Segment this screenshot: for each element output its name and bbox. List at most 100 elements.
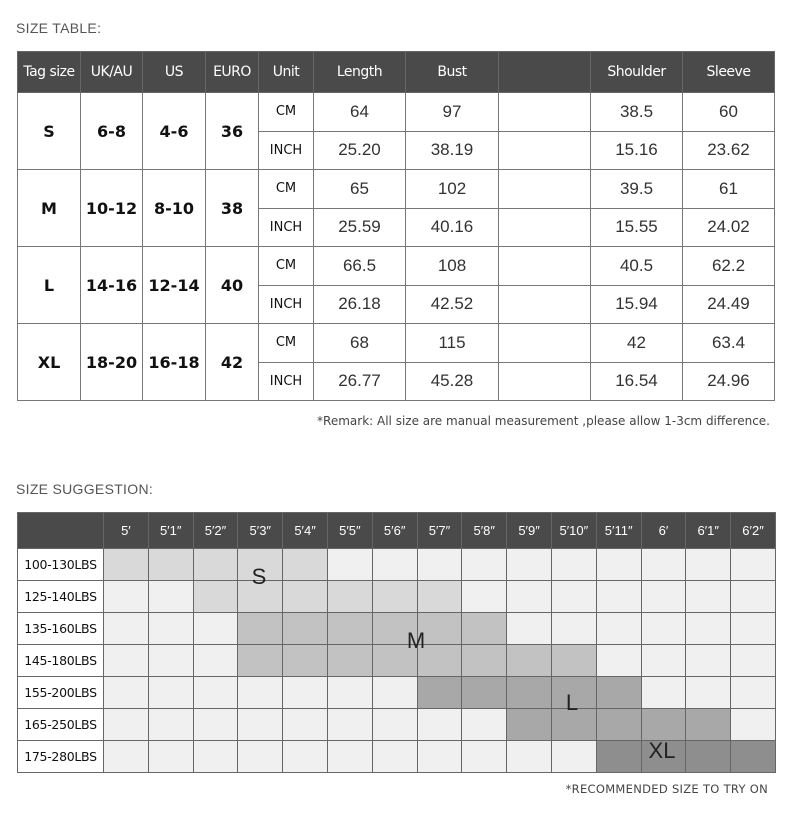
size-cell	[506, 612, 552, 645]
size-cell	[103, 548, 149, 581]
size-cell	[326, 708, 373, 741]
size-cell	[237, 740, 284, 773]
measurement-cell: 102	[405, 169, 499, 209]
column-header: Tag size	[17, 51, 81, 93]
column-header: EURO	[205, 51, 259, 93]
measurement-cell: 63.4	[682, 323, 775, 363]
measurement-cell: 40.16	[405, 207, 499, 247]
size-cell	[371, 740, 418, 773]
size-label-xl: XL	[648, 738, 676, 763]
measurement-cell	[498, 92, 591, 132]
measurement-cell: 97	[405, 92, 499, 132]
height-header: 5′5″	[326, 512, 373, 549]
size-cell	[461, 644, 508, 677]
measurement-cell: 24.96	[682, 361, 775, 401]
height-header: 5′9″	[506, 512, 552, 549]
unit-cell: INCH	[258, 207, 314, 247]
height-header: 5′8″	[461, 512, 508, 549]
measurement-cell: 25.20	[313, 130, 406, 170]
size-cell	[730, 548, 776, 581]
tag-size-cell: M	[17, 169, 81, 247]
column-header: UK/AU	[80, 51, 143, 93]
size-cell	[461, 740, 508, 773]
height-header: 5′6″	[371, 512, 418, 549]
height-header: 5′7″	[416, 512, 463, 549]
table-row: L 14-16 12-14 40 CM 66.5 108 40.5 62.2	[17, 246, 775, 324]
size-cell	[550, 740, 597, 773]
size-cell	[416, 740, 463, 773]
measurement-cell: 15.55	[590, 207, 683, 247]
size-cell	[282, 580, 328, 613]
weight-label: 175-280LBS	[17, 740, 104, 773]
euro-cell: 38	[205, 169, 259, 247]
size-cell	[192, 708, 239, 741]
size-cell	[506, 740, 552, 773]
size-cell	[685, 708, 732, 741]
size-cell	[685, 644, 732, 677]
size-cell	[640, 580, 687, 613]
measurement-cell: 15.16	[590, 130, 683, 170]
unit-cell: INCH	[258, 284, 314, 324]
measurement-cell	[498, 284, 591, 324]
size-cell	[103, 612, 149, 645]
size-cell	[282, 644, 328, 677]
column-header: Shoulder	[590, 51, 683, 93]
size-cell	[595, 612, 642, 645]
measurement-cell: 16.54	[590, 361, 683, 401]
measurement-cell: 68	[313, 323, 406, 363]
size-cell	[685, 740, 732, 773]
size-cell	[326, 612, 373, 645]
size-cell	[192, 612, 239, 645]
column-header: Unit	[258, 51, 314, 93]
column-header	[498, 51, 591, 93]
measurement-cell: 38.19	[405, 130, 499, 170]
size-suggestion-table: 5′ 5′1″ 5′2″ 5′3″ 5′4″ 5′5″ 5′6″ 5′7″ 5′8″ 5′9″ 5′…	[17, 512, 776, 773]
size-cell	[192, 548, 239, 581]
measurement-cell: 23.62	[682, 130, 775, 170]
weight-label: 125-140LBS	[17, 580, 104, 613]
size-cell	[237, 548, 284, 581]
size-cell	[550, 612, 597, 645]
size-cell	[640, 612, 687, 645]
table-row: 145-180LBS	[17, 644, 776, 677]
size-cell	[595, 740, 642, 773]
height-header: 5′	[103, 512, 149, 549]
measurement-cell: 61	[682, 169, 775, 209]
height-header: 5′11″	[595, 512, 642, 549]
weight-label: 155-200LBS	[17, 676, 104, 709]
size-cell	[461, 708, 508, 741]
size-cell	[416, 676, 463, 709]
measurement-cell: 39.5	[590, 169, 683, 209]
size-cell	[147, 676, 194, 709]
measurement-cell: 62.2	[682, 246, 775, 286]
size-cell	[595, 676, 642, 709]
measurement-cell: 26.77	[313, 361, 406, 401]
size-cell	[326, 580, 373, 613]
height-header: 5′1″	[147, 512, 194, 549]
tag-size-cell: L	[17, 246, 81, 324]
us-cell: 16-18	[142, 323, 206, 401]
table-row: XL 18-20 16-18 42 CM 68 115 42 63.4	[17, 323, 775, 401]
unit-cell: CM	[258, 92, 314, 132]
euro-cell: 42	[205, 323, 259, 401]
measurement-cell: 25.59	[313, 207, 406, 247]
size-cell	[506, 580, 552, 613]
size-cell	[192, 676, 239, 709]
uk-au-cell: 6-8	[80, 92, 143, 170]
size-cell	[595, 548, 642, 581]
size-cell	[506, 708, 552, 741]
measurement-cell: 66.5	[313, 246, 406, 286]
weight-label: 100-130LBS	[17, 548, 104, 581]
size-cell	[550, 708, 597, 741]
size-label-l: L	[565, 690, 579, 715]
size-cell	[192, 740, 239, 773]
size-cell	[103, 708, 149, 741]
unit-cell: CM	[258, 169, 314, 209]
size-cell	[550, 580, 597, 613]
size-cell	[282, 548, 328, 581]
size-cell	[237, 676, 284, 709]
size-cell	[103, 740, 149, 773]
size-cell	[282, 740, 328, 773]
column-header: Length	[313, 51, 406, 93]
uk-au-cell: 14-16	[80, 246, 143, 324]
